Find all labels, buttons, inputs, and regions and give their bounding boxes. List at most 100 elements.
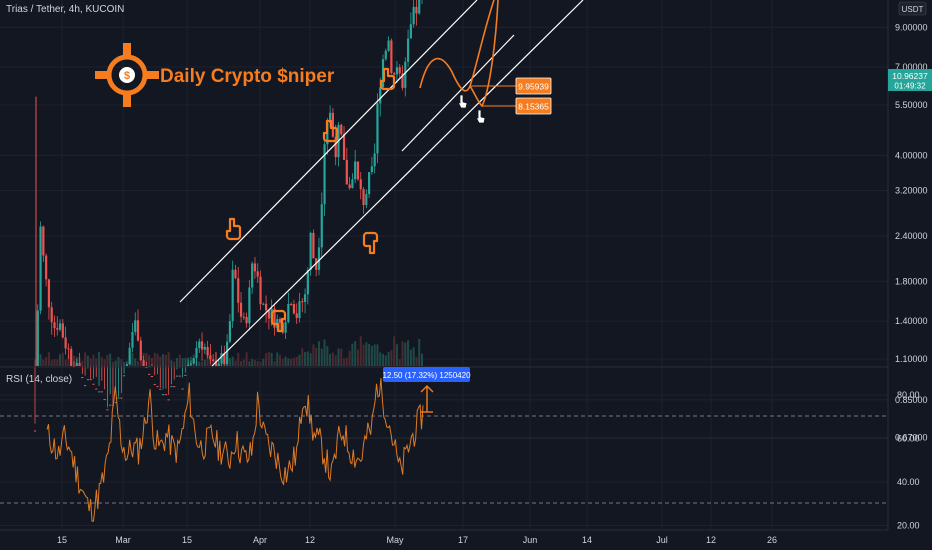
volume-bar [212,359,215,366]
candle-body [159,388,162,390]
candle-body [148,373,151,375]
candle-body [245,316,248,324]
volume-bars [34,336,423,366]
price-tick-label: 3.20000 [895,186,928,196]
volume-bar [368,343,371,366]
trend-channel-lines[interactable] [179,0,584,367]
volume-bar [265,353,268,366]
target-box-2[interactable]: 8.15365 [482,97,552,115]
candle-body [75,362,78,366]
volume-bar [306,351,309,366]
volume-bar [329,354,332,366]
candle-body [33,430,37,432]
volume-bar [162,354,165,366]
price-candles [33,0,423,432]
candle-body [320,204,323,248]
candle-body [95,388,98,390]
volume-bar [362,344,365,366]
volume-bar [242,359,245,366]
candle-body [181,388,184,390]
candle-body [234,269,237,279]
candle-body [370,166,373,173]
price-tick-label: 5.50000 [895,100,928,110]
candle-body [109,404,112,406]
time-axis[interactable]: 15 Mar 15 Apr 12 May 17 Jun 14 Jul 12 26 [0,529,932,550]
candle-body [153,383,156,385]
volume-bar [281,358,284,366]
candle-body [192,358,195,364]
symbol-title[interactable]: Trias / Tether, 4h, KUCOIN [6,4,125,15]
candle-body [329,112,332,123]
currency-badge[interactable] [898,1,927,16]
currency-badge-label: USDT [902,5,924,14]
volume-bar [72,355,75,366]
candle-body [117,397,120,399]
volume-bar [181,358,184,366]
volume-bar [131,352,134,366]
measure-label: 12.50 (17.32%) 1250420 [382,371,471,380]
time-tick-label: May [386,535,404,545]
volume-bar [153,352,156,366]
volume-bar [309,353,312,366]
time-tick-label: 17 [458,535,468,545]
candle-body [120,397,123,399]
hand-shape [379,67,396,91]
volume-bar [61,352,64,366]
time-tick-label: Mar [115,535,131,545]
candle-body [42,226,45,256]
volume-bar [98,352,101,366]
watermark-text: Daily Crypto $niper [160,66,335,87]
rsi-title[interactable]: RSI (14, close) [6,374,73,385]
volume-bar [409,349,412,366]
rsi-axis[interactable]: 80.00 60.00 40.00 20.00 [897,390,920,531]
candle-body [287,304,290,323]
volume-bar [106,355,109,366]
volume-bar [315,347,318,366]
volume-bar [228,358,231,366]
volume-bar [259,361,262,366]
volume-bar [53,359,56,366]
volume-bar [237,352,240,366]
daily-crypto-sniper-logo: $ [95,43,159,107]
hand-pointer-icons [225,67,396,333]
time-tick-label: Jul [656,535,668,545]
volume-bar [384,355,387,366]
target-box-1[interactable]: 9.95939 [470,77,552,95]
volume-bar [393,336,396,366]
candle-body [262,303,265,305]
hand-shape [362,231,379,255]
volume-bar [404,342,407,366]
rsi-tick-label: 60.00 [897,434,920,444]
volume-bar [418,339,421,366]
candle-body [125,364,128,366]
price-tick-label: 4.00000 [895,150,928,160]
candle-body [376,103,379,154]
candle-body [131,332,134,348]
volume-bar [198,361,201,366]
projection-curve[interactable] [419,0,499,108]
candle-body [273,308,276,328]
candle-body [100,391,103,393]
volume-bar [156,353,159,366]
candle-body [70,348,73,366]
volume-bar [348,350,351,366]
measure-tool[interactable]: 12.50 (17.32%) 1250420 [382,367,471,413]
candle-body [64,337,67,349]
candle-body [259,276,262,305]
candle-body [365,194,368,206]
volume-bar [109,353,112,366]
volume-bar [287,358,290,366]
volume-bar [340,348,343,366]
candle-body [409,24,412,39]
price-tick-label: 0.85000 [895,395,928,405]
volume-bar [320,348,323,366]
candle-body [114,402,117,404]
candle-body [295,313,298,319]
candle-body [303,294,307,302]
volume-bar [201,361,204,366]
volume-bar [111,361,114,366]
candle-body [398,67,401,74]
volume-bar [92,354,95,366]
volume-bar [345,357,348,366]
